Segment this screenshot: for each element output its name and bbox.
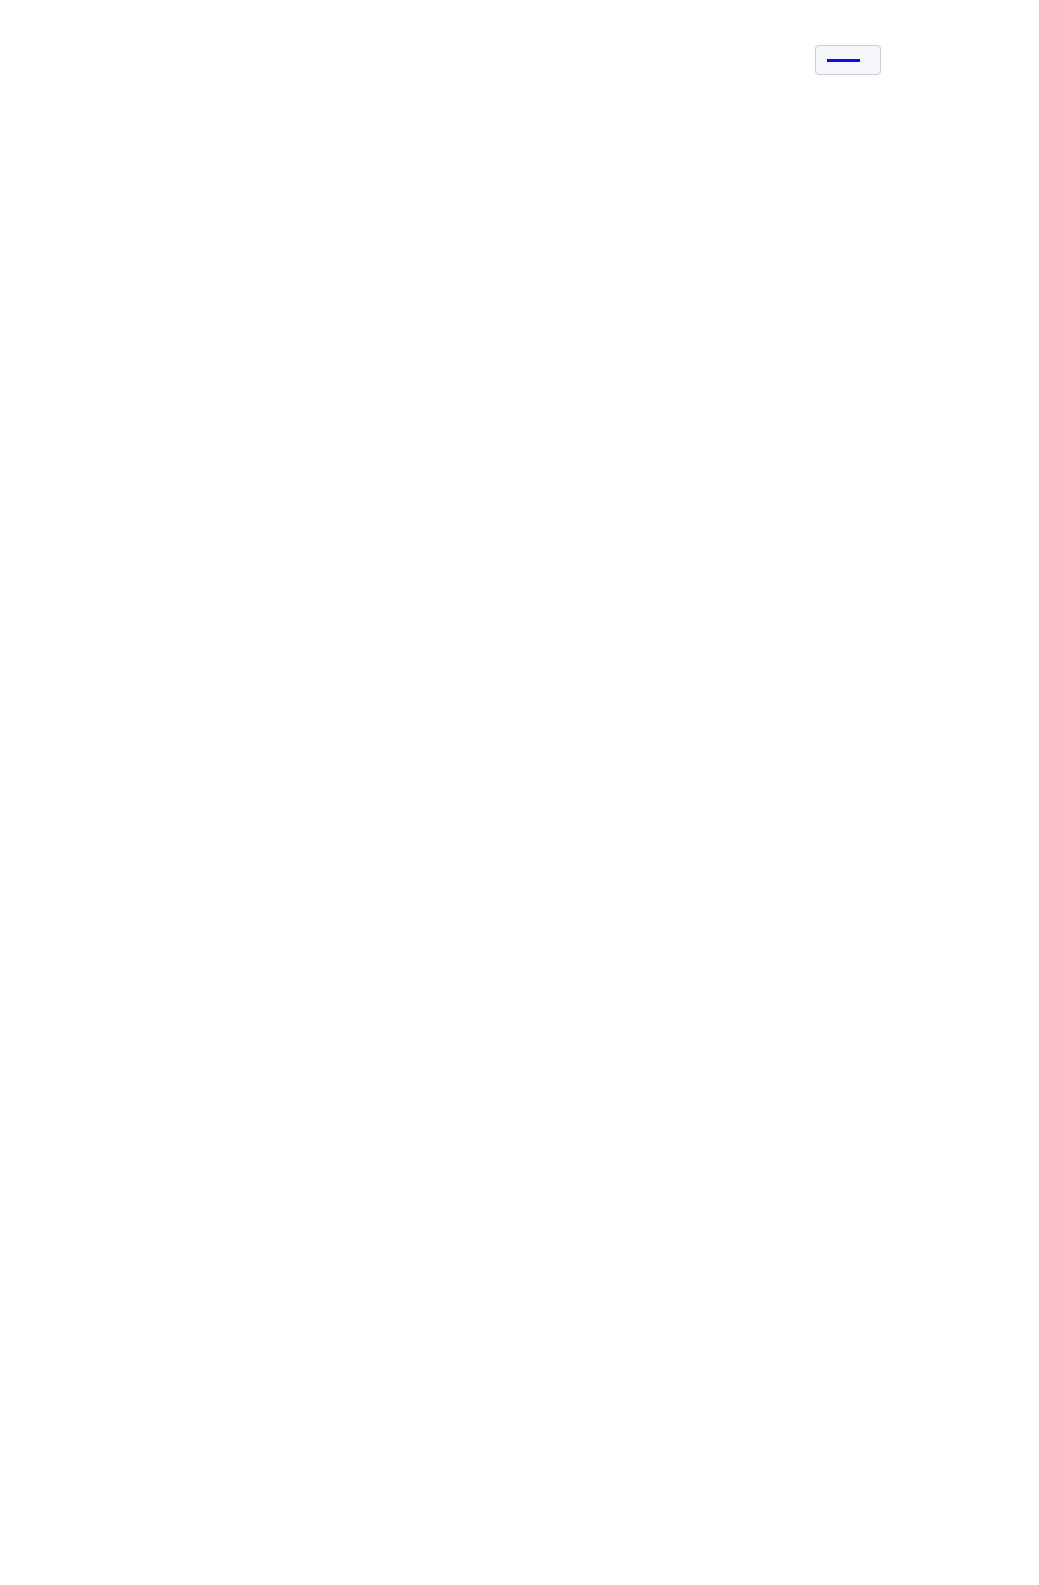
chart-canvas <box>0 0 1039 935</box>
legend <box>815 45 881 75</box>
legend-line-icon <box>827 58 860 62</box>
